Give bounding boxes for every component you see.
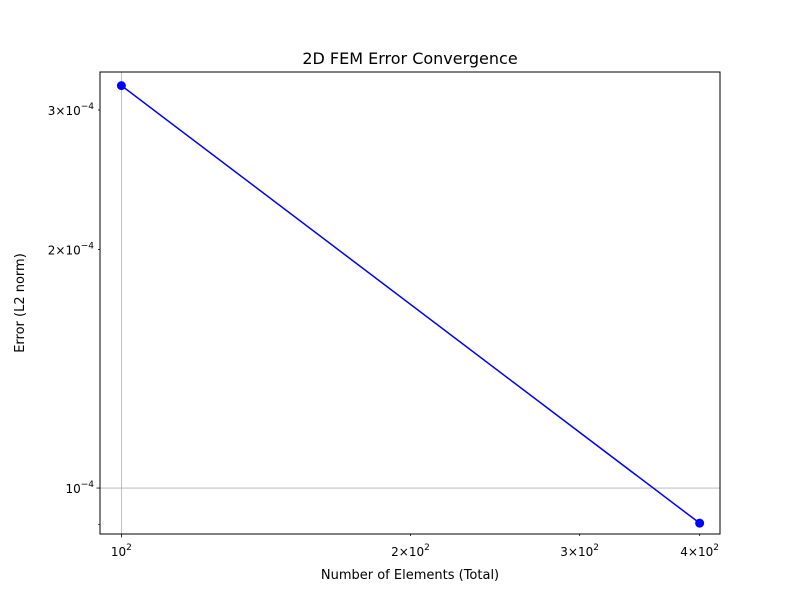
x-tick-label: 2×102 — [391, 543, 430, 559]
series-point — [695, 518, 705, 528]
x-tick-label: 102 — [111, 543, 132, 559]
series-layer — [116, 81, 705, 528]
x-tick-label: 4×102 — [680, 543, 719, 559]
tick-layer: 102 2×102 3×102 4×102 10−4 2×10−4 3×10−4 — [48, 102, 719, 559]
series-point — [116, 81, 126, 91]
y-tick-label: 3×10−4 — [48, 102, 95, 118]
plot-area-frame — [99, 71, 721, 535]
grid-layer — [100, 72, 720, 534]
series-line — [120, 85, 701, 524]
y-axis-label: Error (L2 norm) — [13, 253, 28, 353]
y-tick-label: 2×10−4 — [48, 242, 95, 258]
chart-title: 2D FEM Error Convergence — [302, 49, 517, 68]
y-tick-label: 10−4 — [65, 480, 94, 496]
x-axis-label: Number of Elements (Total) — [321, 568, 499, 583]
x-tick-label: 3×102 — [560, 543, 599, 559]
